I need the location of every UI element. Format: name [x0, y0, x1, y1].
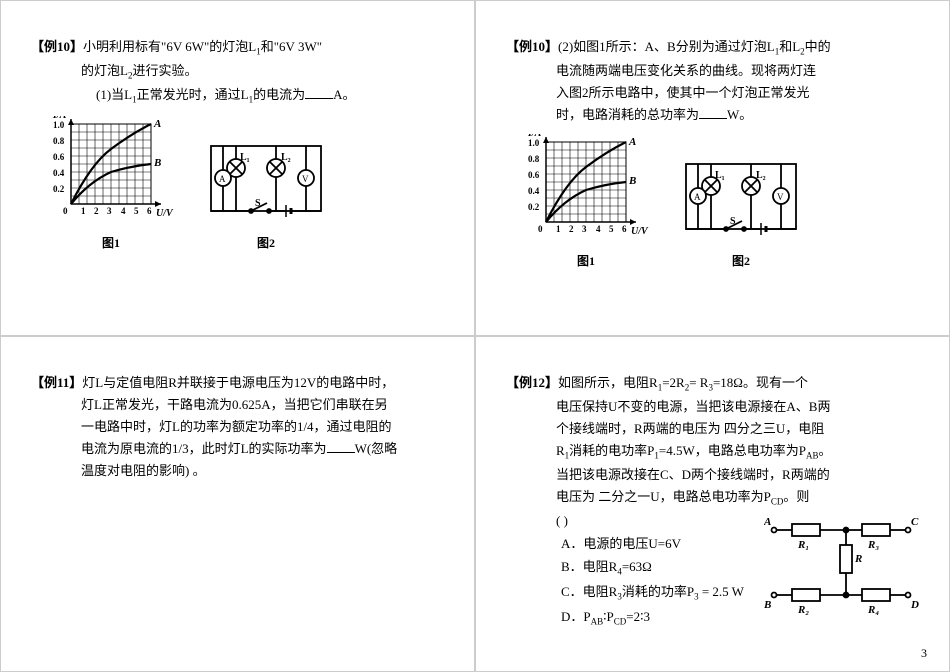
svg-text:0.2: 0.2 — [53, 184, 65, 194]
fig2b-label: 图2 — [676, 252, 806, 269]
svg-text:C: C — [911, 516, 919, 528]
svg-text:V: V — [777, 192, 784, 202]
q4-circuit: A C B D R₁ R₃ R₂ R₄ R — [764, 510, 919, 620]
fig1-label: 图1 — [46, 234, 176, 251]
svg-text:L₂: L₂ — [756, 170, 766, 181]
q2-label: 【例10】 — [506, 39, 558, 54]
q3-cell: 【例11】灯L与定值电阻R并联接于电源电压为12V的电路中时， 灯L正常发光，干… — [0, 336, 475, 672]
opt-a: A．电源的电压U=6V — [561, 532, 754, 555]
svg-text:B: B — [628, 175, 636, 187]
svg-text:I/A: I/A — [527, 134, 542, 139]
circuit-2b: V A L₁ L₂ S — [676, 154, 806, 249]
svg-text:6: 6 — [147, 206, 152, 216]
svg-text:S: S — [255, 198, 261, 209]
q1-text: 【例10】小明利用标有"6V 6W"的灯泡L1和"6V 3W" 的灯泡L2进行实… — [31, 36, 444, 108]
svg-text:3: 3 — [107, 206, 112, 216]
q2-text: 【例10】(2)如图1所示：A、B分别为通过灯泡L1和L2中的 电流随两端电压变… — [506, 36, 919, 126]
svg-text:1.0: 1.0 — [53, 120, 65, 130]
svg-text:A: A — [219, 174, 226, 184]
svg-text:B: B — [764, 599, 771, 611]
svg-text:0.8: 0.8 — [53, 136, 65, 146]
svg-text:L₂: L₂ — [281, 152, 291, 163]
svg-text:A: A — [764, 516, 771, 528]
q1-cell: 【例10】小明利用标有"6V 6W"的灯泡L1和"6V 3W" 的灯泡L2进行实… — [0, 0, 475, 336]
svg-text:0.2: 0.2 — [528, 202, 540, 212]
fig2-label: 图2 — [201, 234, 331, 251]
svg-text:0.4: 0.4 — [53, 168, 65, 178]
iv-chart: A B 0.2 0.4 0.6 0.8 1.0 0 1 2 3 4 5 6 I/… — [46, 116, 176, 231]
svg-text:0: 0 — [63, 206, 68, 216]
svg-text:D: D — [910, 599, 919, 611]
svg-text:B: B — [153, 157, 161, 169]
svg-text:0.8: 0.8 — [528, 154, 540, 164]
opt-b: B．电阻R4=63Ω — [561, 555, 754, 580]
q3-text: 【例11】灯L与定值电阻R并联接于电源电压为12V的电路中时， 灯L正常发光，干… — [31, 372, 444, 482]
svg-text:R: R — [854, 553, 862, 565]
svg-text:V: V — [302, 174, 309, 184]
svg-text:0: 0 — [538, 224, 543, 234]
svg-text:1: 1 — [556, 224, 561, 234]
page-number: 3 — [921, 646, 927, 661]
svg-text:A: A — [694, 192, 701, 202]
q4-label: 【例12】 — [506, 375, 558, 390]
svg-text:R₁: R₁ — [797, 539, 809, 551]
svg-text:1.0: 1.0 — [528, 138, 540, 148]
svg-text:1: 1 — [81, 206, 86, 216]
svg-text:3: 3 — [582, 224, 587, 234]
opt-d: D．PAB∶PCD=2∶3 — [561, 605, 754, 630]
svg-text:0.6: 0.6 — [528, 170, 540, 180]
svg-text:U/V: U/V — [631, 226, 649, 237]
opt-c: C．电阻R3消耗的功率P3 = 2.5 W — [561, 580, 754, 605]
svg-text:I/A: I/A — [52, 116, 67, 121]
q1-label: 【例10】 — [31, 39, 83, 54]
svg-text:0.4: 0.4 — [528, 186, 540, 196]
fig1b-label: 图1 — [521, 252, 651, 269]
svg-text:L₁: L₁ — [715, 170, 725, 181]
q4-text: 【例12】如图所示，电阻R1=2R2= R3=18Ω。现有一个 电压保持U不变的… — [506, 372, 919, 630]
svg-text:0.6: 0.6 — [53, 152, 65, 162]
svg-text:R₄: R₄ — [867, 604, 879, 616]
q4-cell: 【例12】如图所示，电阻R1=2R2= R3=18Ω。现有一个 电压保持U不变的… — [475, 336, 950, 672]
svg-text:R₂: R₂ — [797, 604, 809, 616]
svg-text:4: 4 — [121, 206, 126, 216]
svg-text:S: S — [730, 216, 736, 227]
svg-text:2: 2 — [94, 206, 99, 216]
svg-text:A: A — [628, 136, 636, 148]
svg-text:5: 5 — [134, 206, 139, 216]
svg-text:A: A — [153, 118, 161, 130]
svg-text:5: 5 — [609, 224, 614, 234]
svg-text:2: 2 — [569, 224, 574, 234]
iv-chart-2: A B 0.2 0.4 0.6 0.8 1.0 0 1 2 3 4 5 6 I/… — [521, 134, 651, 249]
svg-text:L₁: L₁ — [240, 152, 250, 163]
q3-label: 【例11】 — [31, 375, 82, 390]
svg-text:R₃: R₃ — [867, 539, 879, 551]
svg-text:6: 6 — [622, 224, 627, 234]
circuit-2: V A L₁ L₂ S — [201, 136, 331, 231]
q2-cell: 【例10】(2)如图1所示：A、B分别为通过灯泡L1和L2中的 电流随两端电压变… — [475, 0, 950, 336]
svg-text:4: 4 — [596, 224, 601, 234]
svg-text:U/V: U/V — [156, 208, 174, 219]
